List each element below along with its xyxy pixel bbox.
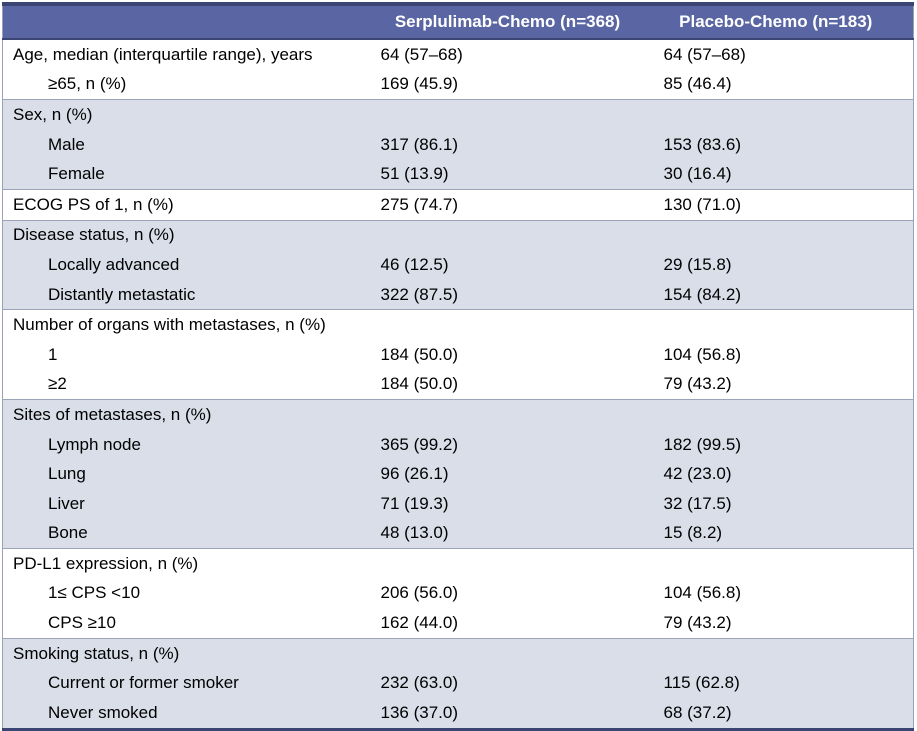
- row-label: 1: [2, 339, 377, 370]
- value-serplulimab-chemo: [376, 548, 639, 579]
- value-placebo-chemo: 29 (15.8): [638, 250, 914, 280]
- value-serplulimab-chemo: 96 (26.1): [376, 459, 639, 489]
- row-label: ECOG PS of 1, n (%): [2, 188, 377, 221]
- table-row: Female 51 (13.9) 30 (16.4): [2, 159, 914, 190]
- row-label: 1≤ CPS <10: [2, 578, 377, 609]
- value-placebo-chemo: 85 (46.4): [638, 69, 914, 100]
- value-placebo-chemo: 182 (99.5): [638, 429, 914, 460]
- row-label: Smoking status, n (%): [2, 637, 377, 669]
- value-serplulimab-chemo: 184 (50.0): [376, 339, 639, 370]
- value-serplulimab-chemo: 232 (63.0): [376, 668, 639, 699]
- value-placebo-chemo: 154 (84.2): [638, 279, 914, 310]
- value-serplulimab-chemo: 365 (99.2): [376, 429, 639, 460]
- value-serplulimab-chemo: 322 (87.5): [376, 279, 639, 310]
- table-row: 1 184 (50.0) 104 (56.8): [2, 339, 914, 370]
- table-header-row: Serplulimab-Chemo (n=368) Placebo-Chemo …: [2, 4, 914, 40]
- value-serplulimab-chemo: [376, 309, 639, 340]
- table-row: Current or former smoker 232 (63.0) 115 (6…: [2, 668, 914, 699]
- value-serplulimab-chemo: 206 (56.0): [376, 578, 639, 609]
- table-row: Sex, n (%): [2, 99, 914, 130]
- row-label: Locally advanced: [2, 250, 377, 280]
- row-label: Liver: [2, 488, 377, 519]
- row-label: Lymph node: [2, 429, 377, 460]
- table-row: Never smoked 136 (37.0) 68 (37.2): [2, 698, 914, 730]
- table-row: Bone 48 (13.0) 15 (8.2): [2, 518, 914, 549]
- value-serplulimab-chemo: 51 (13.9): [376, 159, 639, 190]
- value-serplulimab-chemo: 64 (57–68): [376, 39, 639, 70]
- value-placebo-chemo: [638, 99, 914, 130]
- value-serplulimab-chemo: [376, 399, 639, 430]
- table-row: ≥2 184 (50.0) 79 (43.2): [2, 369, 914, 400]
- value-serplulimab-chemo: 169 (45.9): [376, 69, 639, 100]
- value-serplulimab-chemo: 46 (12.5): [376, 250, 639, 280]
- value-serplulimab-chemo: 184 (50.0): [376, 369, 639, 400]
- value-serplulimab-chemo: [376, 637, 639, 669]
- table-row: Age, median (interquartile range), years…: [2, 39, 914, 70]
- row-label: CPS ≥10: [2, 608, 377, 639]
- row-label: ≥65, n (%): [2, 69, 377, 100]
- table-row: Lung 96 (26.1) 42 (23.0): [2, 459, 914, 489]
- row-label: Distantly metastatic: [2, 279, 377, 310]
- value-placebo-chemo: [638, 548, 914, 579]
- table-body: Age, median (interquartile range), years…: [2, 39, 914, 730]
- row-label: Sex, n (%): [2, 99, 377, 130]
- row-label: Disease status, n (%): [2, 219, 377, 251]
- table-row: Locally advanced 46 (12.5) 29 (15.8): [2, 250, 914, 280]
- value-placebo-chemo: 79 (43.2): [638, 369, 914, 400]
- value-placebo-chemo: [638, 309, 914, 340]
- table-row: Lymph node 365 (99.2) 182 (99.5): [2, 429, 914, 460]
- value-placebo-chemo: 42 (23.0): [638, 459, 914, 489]
- table-row: Disease status, n (%): [2, 219, 914, 251]
- table-row: Distantly metastatic 322 (87.5) 154 (84.2): [2, 279, 914, 310]
- table-row: Smoking status, n (%): [2, 637, 914, 669]
- header-serplulimab-chemo: Serplulimab-Chemo (n=368): [376, 4, 639, 40]
- table-row: CPS ≥10 162 (44.0) 79 (43.2): [2, 608, 914, 639]
- table-row: ECOG PS of 1, n (%) 275 (74.7) 130 (71.0): [2, 188, 914, 221]
- row-label: Lung: [2, 459, 377, 489]
- row-label: Current or former smoker: [2, 668, 377, 699]
- table-row: Number of organs with metastases, n (%): [2, 309, 914, 340]
- header-placebo-chemo: Placebo-Chemo (n=183): [638, 4, 914, 40]
- header-empty-cell: [2, 4, 377, 40]
- value-serplulimab-chemo: 136 (37.0): [376, 698, 639, 730]
- value-placebo-chemo: [638, 399, 914, 430]
- value-serplulimab-chemo: 71 (19.3): [376, 488, 639, 519]
- row-label: Bone: [2, 518, 377, 549]
- row-label: ≥2: [2, 369, 377, 400]
- value-placebo-chemo: 30 (16.4): [638, 159, 914, 190]
- row-label: PD-L1 expression, n (%): [2, 548, 377, 579]
- table-row: ≥65, n (%) 169 (45.9) 85 (46.4): [2, 69, 914, 100]
- value-placebo-chemo: [638, 637, 914, 669]
- row-label: Never smoked: [2, 698, 377, 730]
- table-row: Sites of metastases, n (%): [2, 399, 914, 430]
- value-placebo-chemo: 153 (83.6): [638, 129, 914, 160]
- row-label: Female: [2, 159, 377, 190]
- value-placebo-chemo: 68 (37.2): [638, 698, 914, 730]
- value-placebo-chemo: 32 (17.5): [638, 488, 914, 519]
- value-placebo-chemo: 115 (62.8): [638, 668, 914, 699]
- row-label: Number of organs with metastases, n (%): [2, 309, 377, 340]
- table-row: Male 317 (86.1) 153 (83.6): [2, 129, 914, 160]
- row-label: Male: [2, 129, 377, 160]
- value-serplulimab-chemo: 48 (13.0): [376, 518, 639, 549]
- value-serplulimab-chemo: 317 (86.1): [376, 129, 639, 160]
- table-row: Liver 71 (19.3) 32 (17.5): [2, 488, 914, 519]
- value-placebo-chemo: 79 (43.2): [638, 608, 914, 639]
- value-placebo-chemo: 15 (8.2): [638, 518, 914, 549]
- table-row: 1≤ CPS <10 206 (56.0) 104 (56.8): [2, 578, 914, 609]
- value-placebo-chemo: 64 (57–68): [638, 39, 914, 70]
- row-label: Age, median (interquartile range), years: [2, 39, 377, 70]
- value-placebo-chemo: [638, 219, 914, 251]
- value-placebo-chemo: 104 (56.8): [638, 578, 914, 609]
- value-placebo-chemo: 130 (71.0): [638, 188, 914, 221]
- table-row: PD-L1 expression, n (%): [2, 548, 914, 579]
- row-label: Sites of metastases, n (%): [2, 399, 377, 430]
- value-serplulimab-chemo: 162 (44.0): [376, 608, 639, 639]
- value-placebo-chemo: 104 (56.8): [638, 339, 914, 370]
- value-serplulimab-chemo: 275 (74.7): [376, 188, 639, 221]
- value-serplulimab-chemo: [376, 99, 639, 130]
- value-serplulimab-chemo: [376, 219, 639, 251]
